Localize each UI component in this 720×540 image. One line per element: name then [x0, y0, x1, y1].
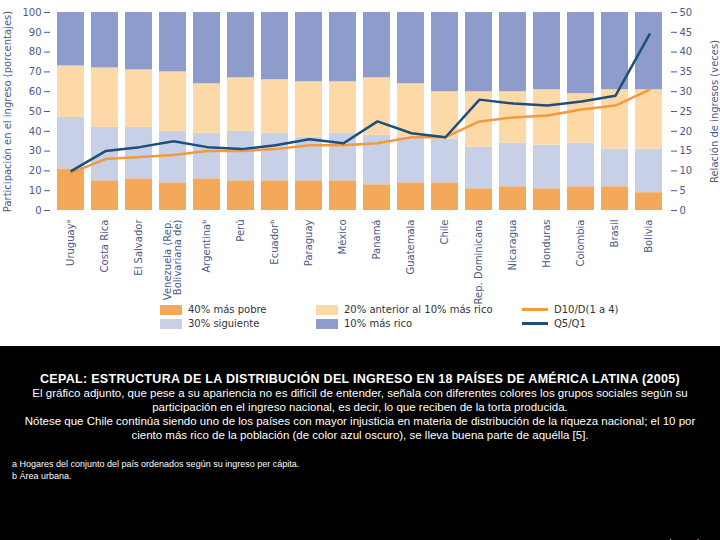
html-text:El gráfico adjunto, que pese a: El gráfico adjunto, que pese a su aparie… — [32, 387, 688, 413]
svg-text:Nicaragua: Nicaragua — [507, 220, 518, 271]
svg-text:El Salvador: El Salvador — [133, 219, 144, 276]
svg-text:Participación en el ingreso (p: Participación en el ingreso (porcentajes… — [2, 11, 13, 212]
html-text:20% anterior al 10% más rico: 20% anterior al 10% más rico — [344, 304, 493, 315]
svg-text:90: 90 — [29, 27, 42, 38]
svg-text:35: 35 — [680, 66, 693, 77]
svg-text:0: 0 — [35, 205, 41, 216]
svg-text:40: 40 — [29, 126, 42, 137]
svg-text:0: 0 — [680, 205, 686, 216]
svg-text:40: 40 — [680, 46, 693, 57]
html-text:10% más rico: 10% más rico — [344, 318, 413, 329]
svg-text:70: 70 — [29, 66, 42, 77]
svg-text:Bolivia: Bolivia — [643, 220, 654, 253]
html-text:Q5/Q1: Q5/Q1 — [554, 318, 586, 329]
svg-text:Colombia: Colombia — [575, 220, 586, 267]
svg-text:Guatemala: Guatemala — [405, 220, 416, 275]
svg-text:México: México — [337, 220, 348, 255]
html-text:40% más pobre: 40% más pobre — [188, 304, 267, 315]
svg-text:Perú: Perú — [235, 220, 246, 242]
html-text:b Área urbana.: b Área urbana. — [12, 471, 72, 481]
svg-text:60: 60 — [29, 86, 42, 97]
svg-text:50: 50 — [29, 106, 42, 117]
svg-text:Rep. Dominicana: Rep. Dominicana — [473, 220, 484, 305]
html-text:a Hogares del conjunto del paí: a Hogares del conjunto del país ordenado… — [12, 459, 300, 469]
svg-text:Ecuadorᵇ: Ecuadorᵇ — [269, 220, 280, 265]
svg-text:Venezuela (Rep.Bolivariana de): Venezuela (Rep.Bolivariana de) — [162, 219, 183, 300]
svg-text:50: 50 — [680, 7, 693, 18]
svg-text:Relación de ingresos (veces): Relación de ingresos (veces) — [709, 40, 720, 183]
svg-text:30: 30 — [29, 145, 42, 156]
svg-text:Uruguayᵃ: Uruguayᵃ — [65, 219, 76, 266]
html-text:30% siguiente: 30% siguiente — [188, 318, 260, 329]
svg-text:Chile: Chile — [439, 220, 450, 245]
html-text:CEPAL: ESTRUCTURA DE LA DISTRI: CEPAL: ESTRUCTURA DE LA DISTRIBUCIÓN DEL… — [40, 372, 680, 386]
svg-text:5: 5 — [680, 185, 686, 196]
html-text:D10/D(1 a 4): D10/D(1 a 4) — [554, 304, 619, 315]
svg-text:Panamá: Panamá — [371, 220, 382, 260]
svg-text:25: 25 — [680, 106, 693, 117]
svg-text:10: 10 — [29, 185, 42, 196]
svg-text:80: 80 — [29, 46, 42, 57]
svg-text:Paraguay: Paraguay — [303, 219, 314, 266]
svg-text:10: 10 — [680, 165, 693, 176]
svg-text:100: 100 — [22, 7, 41, 18]
svg-text:30: 30 — [680, 86, 693, 97]
svg-text:45: 45 — [680, 27, 693, 38]
svg-text:Honduras: Honduras — [541, 220, 552, 268]
svg-text:15: 15 — [680, 145, 693, 156]
svg-text:Costa Rica: Costa Rica — [99, 220, 110, 273]
svg-text:20: 20 — [29, 165, 42, 176]
svg-text:Argentinaᵇ: Argentinaᵇ — [201, 220, 212, 273]
svg-text:20: 20 — [680, 126, 693, 137]
html-text:Nótese que Chile continúa sien: Nótese que Chile continúa siendo uno de … — [24, 415, 696, 441]
svg-text:Brasil: Brasil — [609, 220, 620, 248]
